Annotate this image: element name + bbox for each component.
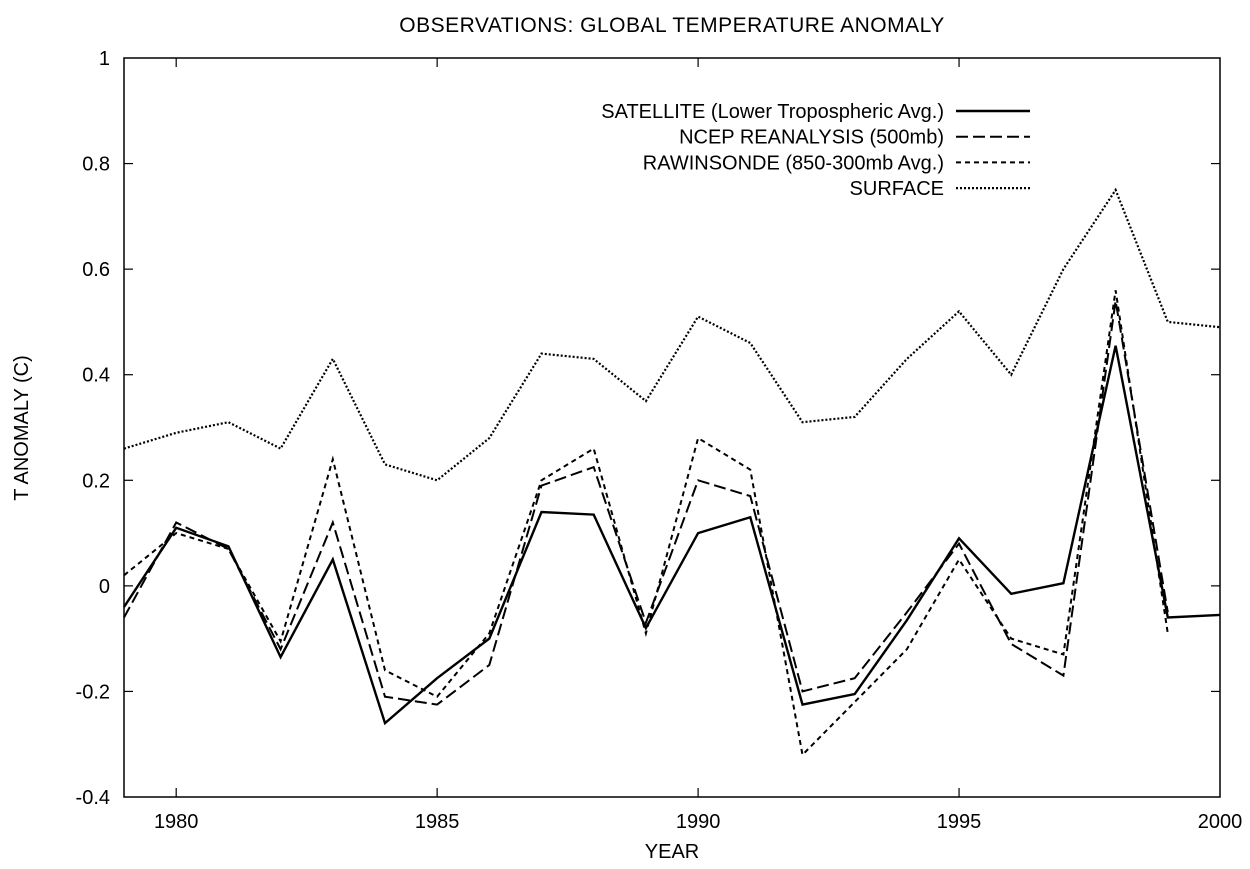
legend-label: SATELLITE (Lower Tropospheric Avg.) [601, 101, 944, 123]
y-tick-label: 0.8 [82, 154, 110, 176]
series-line-surface [123, 187, 1221, 482]
chart-title: OBSERVATIONS: GLOBAL TEMPERATURE ANOMALY [399, 14, 945, 37]
x-tick-label: 1985 [415, 811, 460, 833]
legend: SATELLITE (Lower Tropospheric Avg.) NCEP … [601, 101, 1030, 200]
series-lines [122, 187, 1221, 757]
y-tick-label: 1 [99, 48, 110, 70]
y-tick-label: 0 [99, 576, 110, 598]
plot-frame [123, 57, 1221, 798]
series-line-rawinsonde-850-300mb-avg [123, 290, 1169, 757]
x-axis-label: YEAR [645, 841, 699, 863]
axis-ticks: -0.4 -0.2 0 0.2 0.4 0.6 0.8 1 1980 1985 1990 1995 20… [76, 48, 1243, 833]
x-tick-label: 1995 [937, 811, 982, 833]
y-tick-label: 0.4 [82, 365, 110, 387]
y-tick-label: 0.2 [82, 470, 110, 492]
legend-label: SURFACE [850, 178, 944, 200]
y-tick-label: -0.2 [76, 681, 110, 703]
series-line-satellite-lower-tropospheric-avg [122, 345, 1221, 726]
y-tick-label: 0.6 [82, 259, 110, 281]
legend-label: RAWINSONDE (850-300mb Avg.) [643, 152, 944, 174]
y-tick-label: -0.4 [76, 787, 110, 809]
legend-label: NCEP REANALYSIS (500mb) [679, 127, 944, 149]
series-line-ncep-reanalysis-500mb [123, 300, 1169, 706]
y-axis-label: T ANOMALY (C) [11, 355, 33, 501]
x-tick-label: 1990 [676, 811, 721, 833]
x-tick-label: 2000 [1198, 811, 1243, 833]
x-tick-label: 1980 [154, 811, 199, 833]
